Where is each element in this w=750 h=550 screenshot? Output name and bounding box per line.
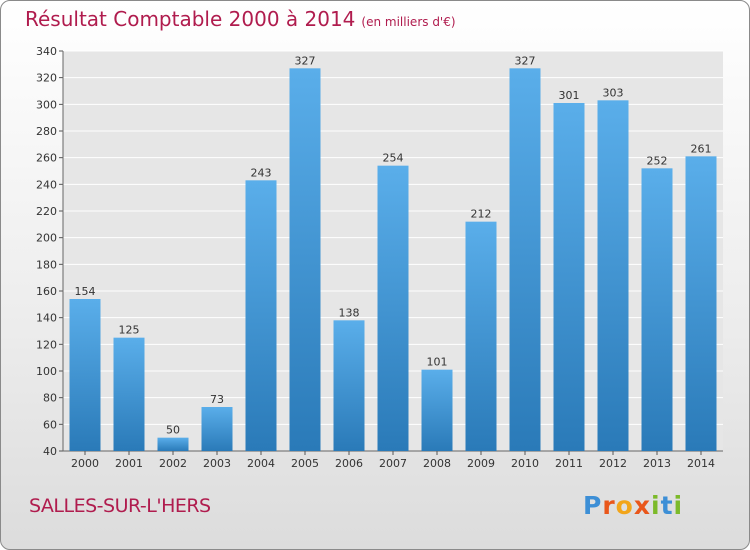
logo-letter: i [673,491,684,520]
bar-2010 [509,68,541,451]
logo-letter: x [633,491,651,520]
y-tick-label: 160 [36,285,57,298]
bar-2002 [157,437,189,451]
bar-2006 [333,320,365,451]
bar-2011 [553,103,585,451]
y-tick-label: 200 [36,232,57,245]
data-label: 261 [691,142,712,155]
y-tick-label: 100 [36,365,57,378]
bar-2008 [421,369,453,451]
bar-2014 [685,156,717,452]
y-tick-label: 60 [43,418,57,431]
x-tick-label: 2009 [467,457,495,470]
unit-note: (en milliers d'€) [361,15,456,29]
data-label: 303 [603,86,624,99]
logo-letter: t [660,491,674,520]
x-tick-label: 2001 [115,457,143,470]
y-tick-label: 260 [36,152,57,165]
y-tick-label: 120 [36,338,57,351]
x-tick-label: 2013 [643,457,671,470]
data-label: 301 [559,89,580,102]
y-tick-label: 180 [36,258,57,271]
y-tick-label: 80 [43,392,57,405]
x-tick-label: 2011 [555,457,583,470]
chart-title: Résultat Comptable 2000 à 2014 (en millie… [25,7,456,31]
logo-letter: o [615,491,634,520]
data-label: 101 [427,356,448,369]
y-tick-label: 220 [36,205,57,218]
bar-2009 [465,221,497,451]
bar-2001 [113,337,145,451]
logo-letter: i [651,491,661,520]
x-tick-label: 2000 [71,457,99,470]
x-tick-label: 2014 [687,457,715,470]
city-name: SALLES-SUR-L'HERS [29,495,211,517]
y-tick-label: 300 [36,98,57,111]
x-tick-label: 2002 [159,457,187,470]
x-tick-label: 2010 [511,457,539,470]
bar-2007 [377,165,409,451]
logo-letter: P [583,491,603,520]
data-label: 154 [75,285,96,298]
y-tick-label: 240 [36,178,57,191]
title-text: Résultat Comptable 2000 à 2014 [25,7,356,31]
data-label: 327 [515,54,536,67]
x-tick-label: 2007 [379,457,407,470]
data-label: 138 [339,306,360,319]
bar-2004 [245,180,277,452]
data-label: 73 [210,393,224,406]
x-tick-label: 2008 [423,457,451,470]
y-tick-label: 280 [36,125,57,138]
data-label: 254 [383,152,404,165]
bar-2003 [201,407,233,451]
y-tick-label: 340 [36,45,57,58]
bar-2000 [69,299,101,451]
bar-2005 [289,68,321,451]
bar-2012 [597,100,629,451]
data-label: 50 [166,424,180,437]
data-label: 212 [471,208,492,221]
proxiti-logo: Proxiti [583,491,683,520]
data-label: 125 [119,324,140,337]
y-tick-label: 40 [43,445,57,458]
data-label: 252 [647,154,668,167]
x-tick-label: 2003 [203,457,231,470]
x-tick-label: 2006 [335,457,363,470]
data-label: 243 [251,166,272,179]
x-tick-label: 2012 [599,457,627,470]
x-tick-label: 2004 [247,457,275,470]
logo-letter: r [602,491,616,520]
x-tick-label: 2005 [291,457,319,470]
y-tick-label: 140 [36,312,57,325]
bar-2013 [641,168,673,452]
data-label: 327 [295,54,316,67]
y-tick-label: 320 [36,72,57,85]
